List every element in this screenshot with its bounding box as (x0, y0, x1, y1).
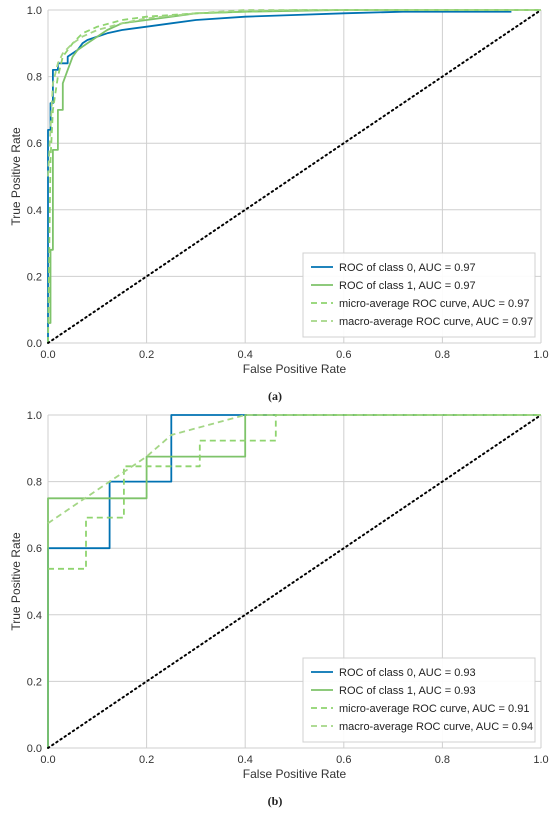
chart-b-ytick-label: 0.6 (27, 543, 42, 555)
chart-b-ytick-label: 0.4 (27, 610, 42, 622)
chart-b-legend (302, 657, 536, 743)
chart-a-xtick-label: 0.8 (435, 349, 450, 361)
chart-b-xtick-label: 0.0 (40, 754, 55, 766)
chart-a-ytick-label: 1.0 (27, 5, 42, 17)
chart-b-ylabel: True Positive Rate (9, 532, 23, 631)
chart-a-chance-line (47, 9, 542, 344)
chart-a-xtick-label: 1.0 (533, 349, 548, 361)
chart-a-ytick-label: 0.4 (27, 205, 42, 217)
roc-chart-a: 0.0 0.2 0.4 0.6 0.8 1.0 0.0 0.2 0.4 0.6 0.8 1.0 Fals… (9, 5, 549, 376)
chart-b-legend-label: macro-average ROC curve, AUC = 0.94 (339, 721, 533, 733)
chart-a-ytick-label: 0.0 (27, 338, 42, 350)
panel-label-b: (b) (267, 794, 283, 808)
chart-b-series-1 (47, 414, 541, 748)
chart-a-xlabel: False Positive Rate (243, 362, 347, 376)
chart-a-legend-label: ROC of class 0, AUC = 0.97 (339, 262, 476, 274)
panel-label-a: (a) (268, 389, 282, 403)
chart-b-xtick-label: 1.0 (533, 754, 548, 766)
chart-b-ytick-label: 0.2 (27, 676, 42, 688)
chart-b-xtick-label: 0.8 (435, 754, 450, 766)
chart-a-legend-label: macro-average ROC curve, AUC = 0.97 (339, 316, 533, 328)
chart-b-series-2 (48, 414, 541, 570)
chart-b-legend-label: micro-average ROC curve, AUC = 0.91 (339, 703, 529, 715)
chart-a-xtick-label: 0.4 (238, 349, 253, 361)
chart-a-xtick-label: 0.2 (139, 349, 154, 361)
chart-b-xtick-label: 0.2 (139, 754, 154, 766)
roc-chart-b: 0.0 0.2 0.4 0.6 0.8 1.0 0.0 0.2 0.4 0.6 0.8 1.0 Fals… (9, 410, 549, 781)
chart-b-ytick-label: 0.0 (27, 743, 42, 755)
chart-b-xlabel: False Positive Rate (243, 767, 347, 781)
chart-b-ytick-label: 1.0 (27, 410, 42, 422)
chart-a-legend-label: ROC of class 1, AUC = 0.97 (339, 280, 476, 292)
chart-a-series-2 (47, 9, 541, 344)
chart-b-xtick-label: 0.4 (238, 754, 253, 766)
chart-b-xtick-label: 0.6 (336, 754, 351, 766)
chart-a-legend-label: micro-average ROC curve, AUC = 0.97 (339, 298, 529, 310)
chart-a-ytick-label: 0.6 (27, 138, 42, 150)
chart-a-series-3 (47, 9, 541, 177)
chart-a-ylabel: True Positive Rate (9, 127, 23, 226)
chart-a-ytick-label: 0.8 (27, 72, 42, 84)
chart-b-ytick-label: 0.8 (27, 477, 42, 489)
chart-a-xtick-label: 0.6 (336, 349, 351, 361)
chart-a-legend (302, 252, 536, 338)
chart-b-legend-label: ROC of class 0, AUC = 0.93 (339, 667, 476, 679)
chart-a-xtick-label: 0.0 (40, 349, 55, 361)
chart-b-series-3 (47, 414, 541, 524)
chart-b-chance-line (47, 414, 542, 749)
chart-b-legend-label: ROC of class 1, AUC = 0.93 (339, 685, 476, 697)
chart-a-ytick-label: 0.2 (27, 271, 42, 283)
